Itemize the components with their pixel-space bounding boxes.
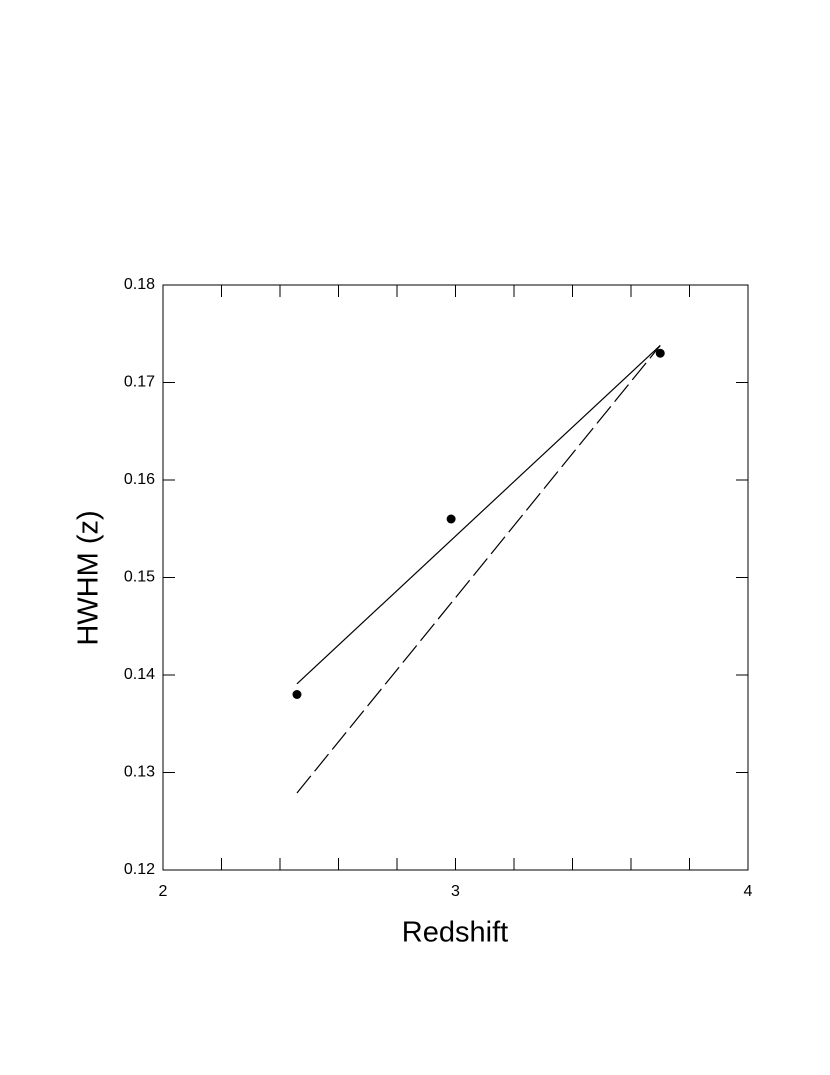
data-point — [292, 690, 302, 699]
x-tick-label: 2 — [159, 883, 168, 900]
y-tick-label: 0.12 — [124, 861, 155, 878]
y-tick-label: 0.16 — [124, 471, 155, 488]
x-tick-label: 3 — [451, 883, 460, 900]
x-axis-label: Redshift — [402, 917, 508, 949]
y-tick-label: 0.18 — [124, 276, 155, 293]
y-tick-label: 0.17 — [124, 374, 155, 391]
y-tick-label: 0.14 — [124, 666, 155, 683]
data-point — [655, 348, 665, 358]
fit-line — [296, 345, 661, 685]
data-point — [446, 514, 456, 524]
plot-frame — [162, 284, 749, 871]
y-tick-label: 0.13 — [124, 764, 155, 781]
y-tick-label: 0.15 — [124, 569, 155, 586]
x-tick-label: 4 — [744, 883, 753, 900]
dashed-line — [296, 345, 661, 794]
y-axis-label: HWHM (z) — [73, 510, 105, 645]
